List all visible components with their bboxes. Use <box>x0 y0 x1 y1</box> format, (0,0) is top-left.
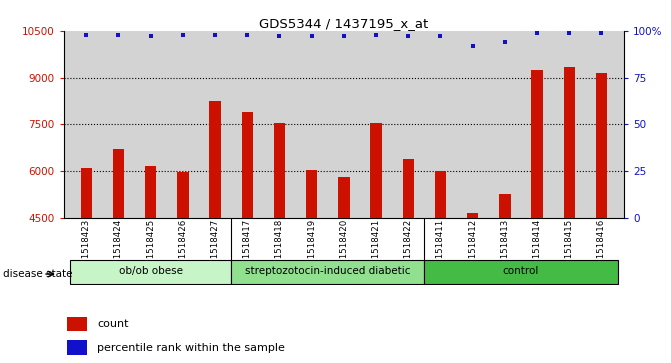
Point <box>146 33 156 39</box>
Text: GSM1518424: GSM1518424 <box>114 219 123 277</box>
Text: GSM1518422: GSM1518422 <box>404 219 413 277</box>
Text: GSM1518426: GSM1518426 <box>178 219 187 277</box>
Text: control: control <box>503 266 539 276</box>
Text: GSM1518412: GSM1518412 <box>468 219 477 277</box>
Text: GSM1518423: GSM1518423 <box>82 219 91 277</box>
Bar <box>274 123 285 218</box>
Point <box>531 30 542 36</box>
Text: GSM1518420: GSM1518420 <box>340 219 348 277</box>
Bar <box>177 172 189 218</box>
Point <box>338 33 349 39</box>
Bar <box>67 317 87 331</box>
Text: percentile rank within the sample: percentile rank within the sample <box>97 343 285 352</box>
Point <box>499 39 510 45</box>
Bar <box>67 340 87 355</box>
Point <box>403 33 413 39</box>
Text: GSM1518411: GSM1518411 <box>436 219 445 277</box>
Text: count: count <box>97 319 129 329</box>
Text: GSM1518425: GSM1518425 <box>146 219 155 277</box>
Bar <box>113 149 124 218</box>
Text: GSM1518417: GSM1518417 <box>243 219 252 277</box>
Bar <box>145 166 156 218</box>
Bar <box>370 123 382 218</box>
Bar <box>242 112 253 218</box>
FancyBboxPatch shape <box>424 260 617 284</box>
Bar <box>531 70 543 218</box>
FancyBboxPatch shape <box>70 260 231 284</box>
Text: disease state: disease state <box>3 269 72 279</box>
Text: GSM1518418: GSM1518418 <box>275 219 284 277</box>
Bar <box>306 170 317 218</box>
Point <box>274 33 285 39</box>
Bar <box>338 177 350 218</box>
Text: GSM1518415: GSM1518415 <box>565 219 574 277</box>
Bar <box>403 159 414 218</box>
Text: GSM1518427: GSM1518427 <box>211 219 219 277</box>
Text: streptozotocin-induced diabetic: streptozotocin-induced diabetic <box>245 266 411 276</box>
Title: GDS5344 / 1437195_x_at: GDS5344 / 1437195_x_at <box>259 17 429 30</box>
Bar <box>499 195 511 218</box>
Bar <box>564 67 575 218</box>
Text: GSM1518414: GSM1518414 <box>533 219 541 277</box>
Text: GSM1518413: GSM1518413 <box>501 219 509 277</box>
Text: GSM1518419: GSM1518419 <box>307 219 316 277</box>
Bar <box>209 101 221 218</box>
Point <box>210 32 221 37</box>
Point <box>113 32 124 37</box>
Point <box>307 33 317 39</box>
Bar <box>81 168 92 218</box>
Point <box>81 32 92 37</box>
Point <box>596 30 607 36</box>
Text: GSM1518416: GSM1518416 <box>597 219 606 277</box>
Text: ob/ob obese: ob/ob obese <box>119 266 183 276</box>
Point <box>178 32 189 37</box>
Bar <box>596 73 607 218</box>
Point <box>467 43 478 49</box>
FancyBboxPatch shape <box>231 260 424 284</box>
Text: GSM1518421: GSM1518421 <box>372 219 380 277</box>
Point <box>370 32 381 37</box>
Point <box>564 30 574 36</box>
Point <box>242 32 253 37</box>
Bar <box>467 213 478 218</box>
Point <box>435 33 446 39</box>
Bar <box>435 171 446 218</box>
